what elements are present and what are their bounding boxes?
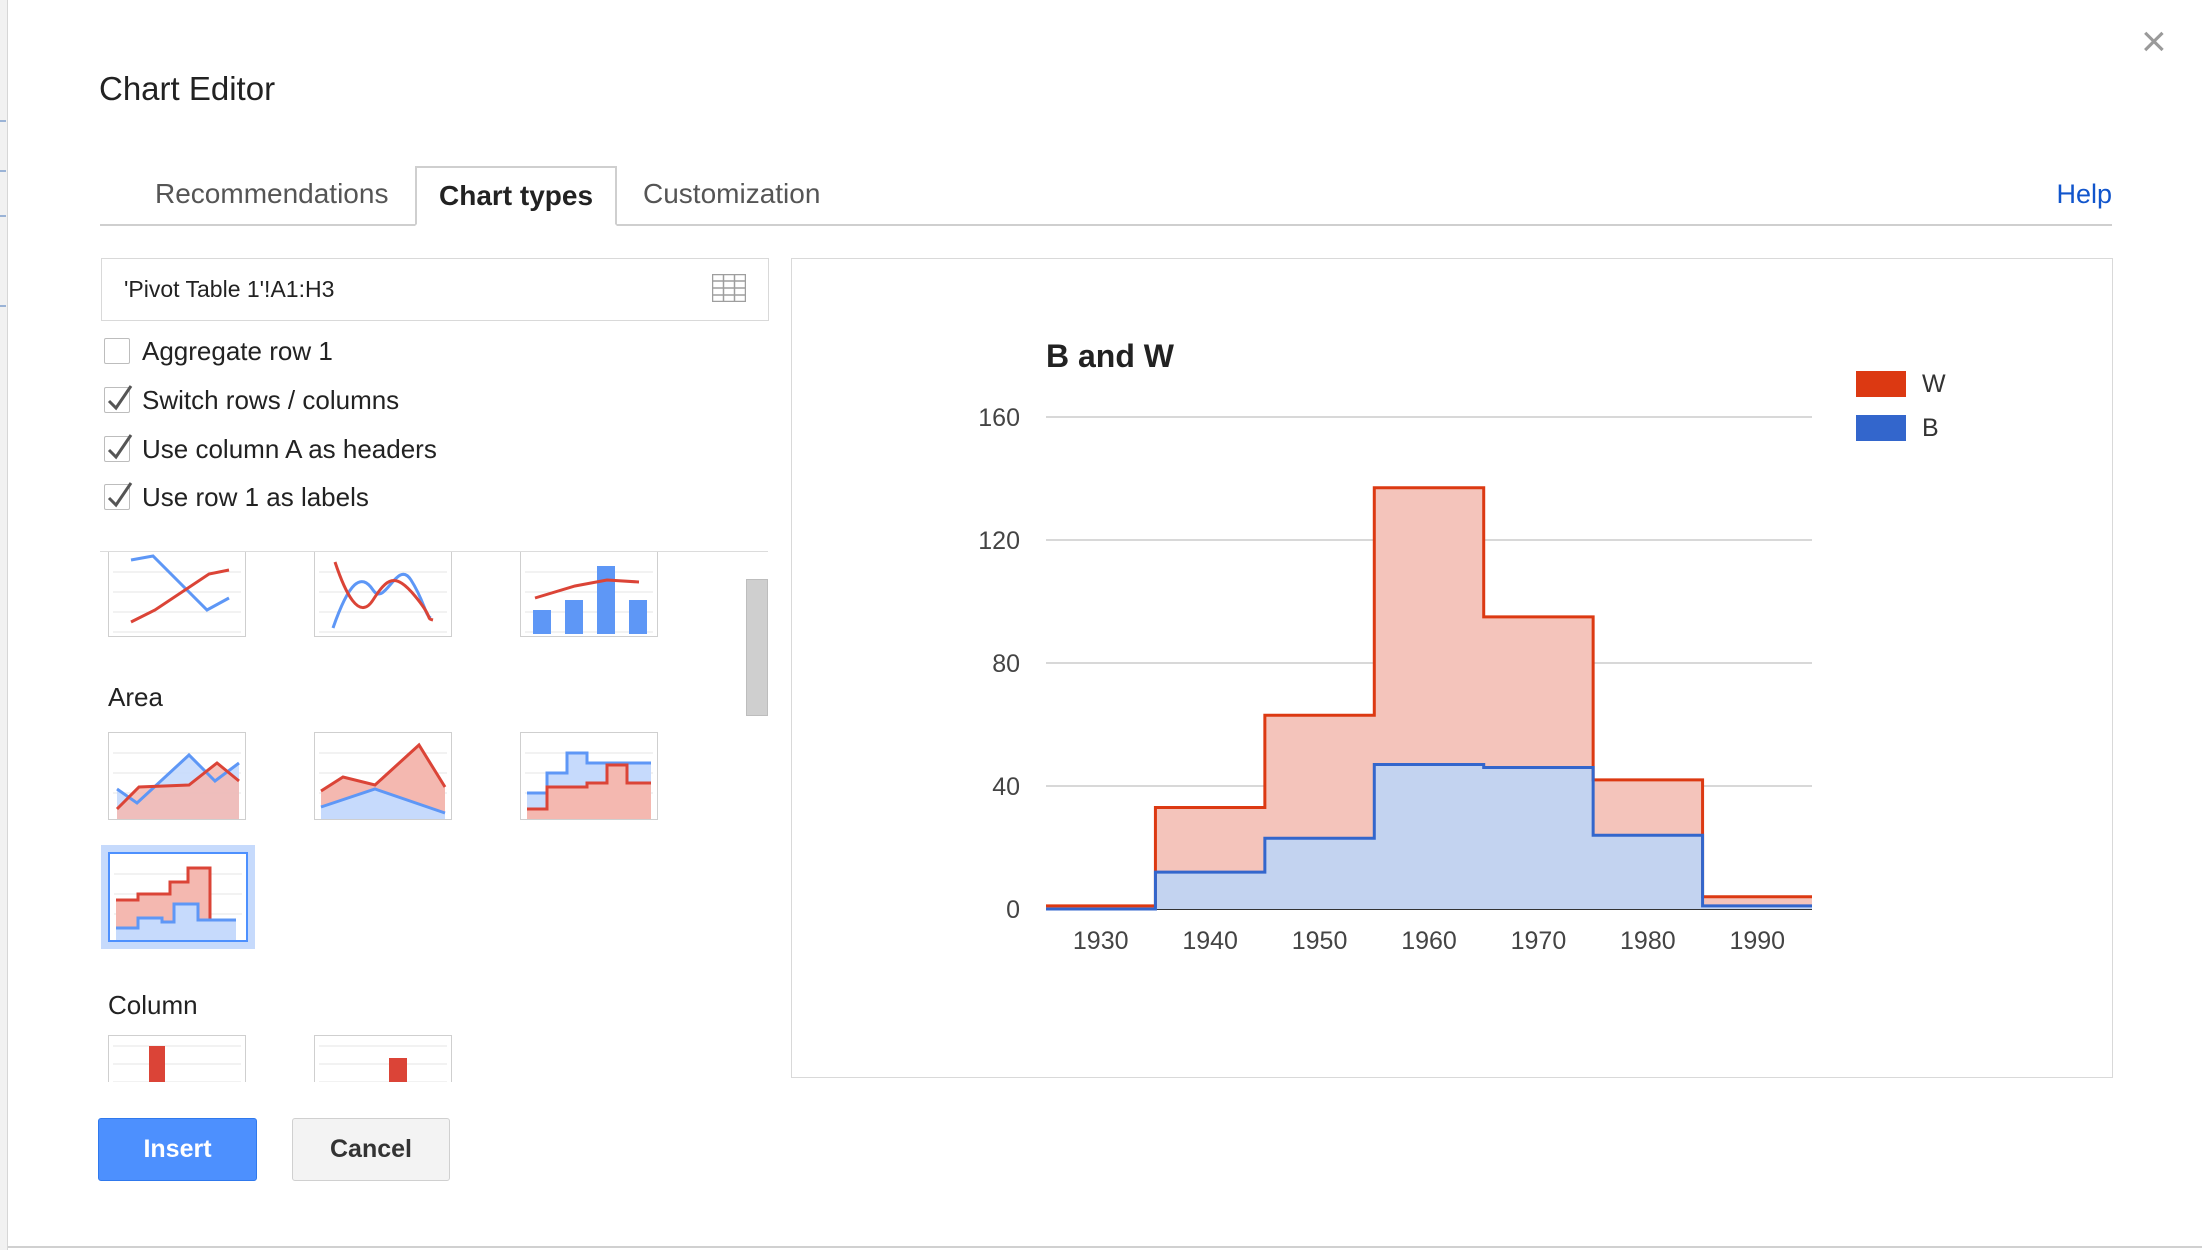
x-tick-label: 1930 [1073,927,1129,955]
chart-editor-dialog: × Chart Editor Recommendations Chart typ… [8,0,2202,1248]
line-chart-icon [113,554,241,633]
option-label: Aggregate row 1 [142,335,333,366]
grid-icon[interactable] [712,274,746,302]
x-tick-label: 1960 [1401,927,1457,955]
chart-type-stacked-area[interactable] [314,732,452,820]
x-tick-label: 1970 [1511,927,1567,955]
y-tick-label: 80 [992,650,1020,678]
y-tick-label: 40 [992,773,1020,801]
option-label: Use row 1 as labels [142,481,369,512]
series-area-w [1046,487,1812,909]
edge-marker [0,170,6,172]
stacked-column-chart-icon [319,1045,447,1082]
chart-type-column[interactable] [108,1035,246,1082]
data-range-input[interactable]: 'Pivot Table 1'!A1:H3 [101,258,769,321]
insert-button[interactable]: Insert [98,1118,257,1181]
checkmark-icon [107,385,133,411]
edge-marker [0,305,6,307]
section-label-area: Area [108,682,163,712]
legend-label-b: B [1922,414,1939,442]
stepped-area-chart-icon [525,751,653,819]
dialog-title: Chart Editor [99,70,276,107]
chart-type-area[interactable] [108,732,246,820]
checkmark-icon [107,434,133,460]
combo-chart-icon [525,566,653,634]
chart-type-picker: Area [100,551,768,1082]
chart-preview: 0 40 80 120 160 1930 1940 1950 1960 1970 1980 1990 … [791,258,2113,1078]
edge-marker [0,215,6,217]
close-icon[interactable]: × [2141,17,2167,66]
stepped-area-chart-icon [114,866,242,940]
smooth-line-chart-icon [319,561,447,633]
chart-type-stacked-column[interactable] [314,1035,452,1082]
checkmark-icon [107,482,133,508]
section-label-column: Column [108,990,198,1020]
series-line-b [1046,762,1812,911]
tab-customization[interactable]: Customization [643,178,821,209]
option-switch-rows-columns[interactable]: Switch rows / columns [104,383,399,417]
chart-type-line[interactable] [108,552,246,637]
chart-title: B and W [1046,338,1175,374]
legend-label-w: W [1922,370,1946,398]
option-aggregate-row[interactable]: Aggregate row 1 [104,334,333,368]
series-line-w [1046,486,1812,908]
option-row-1-labels[interactable]: Use row 1 as labels [104,480,369,514]
chart-type-stepped-area-stacked[interactable] [520,732,658,820]
background-window-edge [0,0,8,1250]
y-tick-label: 0 [1006,896,1020,924]
tab-recommendations[interactable]: Recommendations [155,178,389,209]
help-link[interactable]: Help [2056,179,2112,209]
option-column-a-headers[interactable]: Use column A as headers [104,432,437,466]
x-tick-label: 1980 [1620,927,1676,955]
column-chart-icon [113,1045,241,1082]
aggregate-checkbox[interactable] [104,338,130,364]
legend-swatch-b [1856,415,1906,441]
option-label: Use column A as headers [142,433,437,464]
cancel-button[interactable]: Cancel [292,1118,450,1181]
chart-type-combo[interactable] [520,552,658,637]
x-tick-label: 1950 [1292,927,1348,955]
stacked-area-chart-icon [319,742,447,819]
column-headers-checkbox[interactable] [104,434,133,462]
tab-chart-types[interactable]: Chart types [415,166,618,226]
chart-type-smooth-line[interactable] [314,552,452,637]
chart-type-stepped-area[interactable] [108,852,248,942]
x-tick-label: 1940 [1182,927,1238,955]
switch-rows-checkbox[interactable] [104,385,133,413]
picker-scrollbar[interactable] [746,579,768,716]
tab-bar: Recommendations Chart types Customizatio… [100,166,2112,226]
data-range-value: 'Pivot Table 1'!A1:H3 [124,276,335,302]
edge-marker [0,120,6,122]
x-tick-label: 1990 [1729,927,1785,955]
legend-swatch-w [1856,371,1906,397]
y-tick-label: 120 [978,527,1020,555]
y-tick-label: 160 [978,404,1020,432]
row-labels-checkbox[interactable] [104,482,133,510]
option-label: Switch rows / columns [142,384,400,415]
area-chart-icon [113,752,241,819]
